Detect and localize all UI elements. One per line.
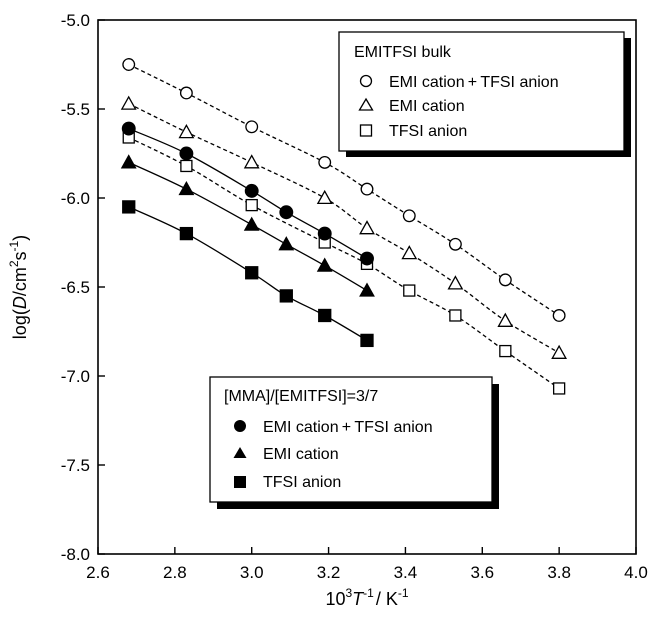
markers-layer [120,58,568,395]
ticks-layer: 2.6 2.8 3.0 3.2 3.4 3.6 3.8 4.0 -5.0 -5.5 -6.0 -6.5… [61,11,648,582]
data-point-triangle-filled [243,216,260,231]
data-point-triangle-open [447,275,464,290]
legend-bulk: EMITFSI bulk EMI cation + TFSI anion EMI… [338,31,631,157]
data-point-square-filled [179,226,194,241]
legend-bulk-circle-marker [359,74,373,88]
y-title-var: D [10,296,30,309]
legend-mma-title: [MMA]/[EMITFSI]=3/7 [224,388,378,405]
x-tick-label: 4.0 [624,563,648,582]
legend-mma-box [209,376,493,503]
data-point-circle-filled [121,121,136,136]
x-title-sup3: -1 [398,586,409,600]
data-point-circle-open [552,309,566,322]
y-tick-label: -7.0 [61,367,90,386]
data-point-triangle-filled [316,257,333,272]
y-tick-label: -7.5 [61,456,90,475]
y-tick-label: -5.5 [61,100,90,119]
x-tick-label: 2.6 [86,563,110,582]
data-point-circle-open [448,237,462,251]
data-point-triangle-open [401,245,418,260]
data-point-square-filled [279,289,293,303]
data-point-circle-filled [317,226,332,241]
data-point-circle-open [360,182,374,196]
series-line-square-open [128,136,560,390]
legend-mma-square-marker [234,476,246,488]
x-title-sup: 3 [345,586,352,600]
data-point-circle-open [245,120,259,134]
y-tick-label: -6.5 [61,278,90,297]
legend-bulk-entry-3: TFSI anion [389,123,467,140]
x-title-base: 10 [325,589,345,609]
data-point-square-open [403,284,416,297]
y-title-sup2: -1 [7,240,21,251]
legend-mma-entry-3: TFSI anion [263,474,341,491]
data-point-triangle-open [316,189,333,205]
y-tick-label: -5.0 [61,11,90,30]
legend-bulk-entry-1: EMI cation + TFSI anion [389,74,559,91]
data-point-triangle-filled [120,154,137,169]
data-point-circle-open [402,209,416,223]
legend-bulk-triangle-marker [358,97,374,111]
legend-mma-circle-marker [234,420,246,432]
y-title-pre: log( [10,309,30,339]
x-tick-label: 3.8 [547,563,571,582]
data-point-square-open [552,382,566,395]
data-point-triangle-open [178,123,195,139]
data-point-square-filled [318,308,332,323]
series-line-triangle-open [128,103,560,354]
y-title-mid: /cm [10,267,30,296]
data-point-triangle-filled [359,282,375,297]
x-tick-label: 3.0 [240,563,264,582]
y-title-mid2: s [10,251,30,260]
data-point-circle-open [498,273,512,287]
legend-mma-entry-1: EMI cation + TFSI anion [263,419,433,436]
data-point-triangle-filled [178,180,195,196]
data-point-circle-open [179,86,193,100]
data-point-triangle-open [551,344,568,359]
x-tick-label: 3.4 [394,563,418,582]
data-point-triangle-open [359,220,375,235]
data-point-square-open [180,159,193,173]
data-point-triangle-filled [278,236,295,251]
data-point-circle-filled [179,146,194,161]
y-title-post: ) [10,235,30,241]
data-point-circle-filled [360,251,374,266]
data-point-circle-filled [244,183,259,198]
data-point-square-open [245,198,258,212]
data-point-square-open [499,344,512,358]
y-title-sup1: 2 [7,260,21,267]
data-point-square-filled [360,333,374,348]
data-point-square-filled [245,266,259,280]
legend-bulk-box [338,31,625,152]
y-axis-title: log(D/cm2s-1) [7,235,30,339]
x-tick-label: 3.2 [317,563,341,582]
data-point-triangle-open [120,95,137,110]
legend-mma: [MMA]/[EMITFSI]=3/7 EMI cation + TFSI an… [209,376,499,509]
data-point-square-open [449,309,462,322]
legend-mma-triangle-marker [233,447,247,458]
y-tick-label: -8.0 [61,545,90,564]
x-axis-title: 103T-1/ K-1 [325,586,408,609]
legend-bulk-title: EMITFSI bulk [354,44,452,61]
data-point-triangle-open [497,312,514,327]
data-point-circle-filled [279,205,294,220]
x-title-rest: / K [376,589,398,609]
y-tick-label: -6.0 [61,189,90,208]
legend-mma-entry-2: EMI cation [263,446,339,463]
data-point-circle-open [318,155,332,169]
legend-bulk-entry-2: EMI cation [389,98,465,115]
data-point-triangle-open [243,154,260,169]
x-tick-label: 2.8 [163,563,187,582]
x-title-var: T [352,589,365,609]
legend-bulk-square-marker [359,124,373,137]
data-point-circle-open [122,58,136,71]
plot-frame [97,19,637,555]
x-tick-label: 3.6 [470,563,494,582]
data-point-square-filled [122,200,136,214]
x-title-sup2: -1 [363,586,374,600]
